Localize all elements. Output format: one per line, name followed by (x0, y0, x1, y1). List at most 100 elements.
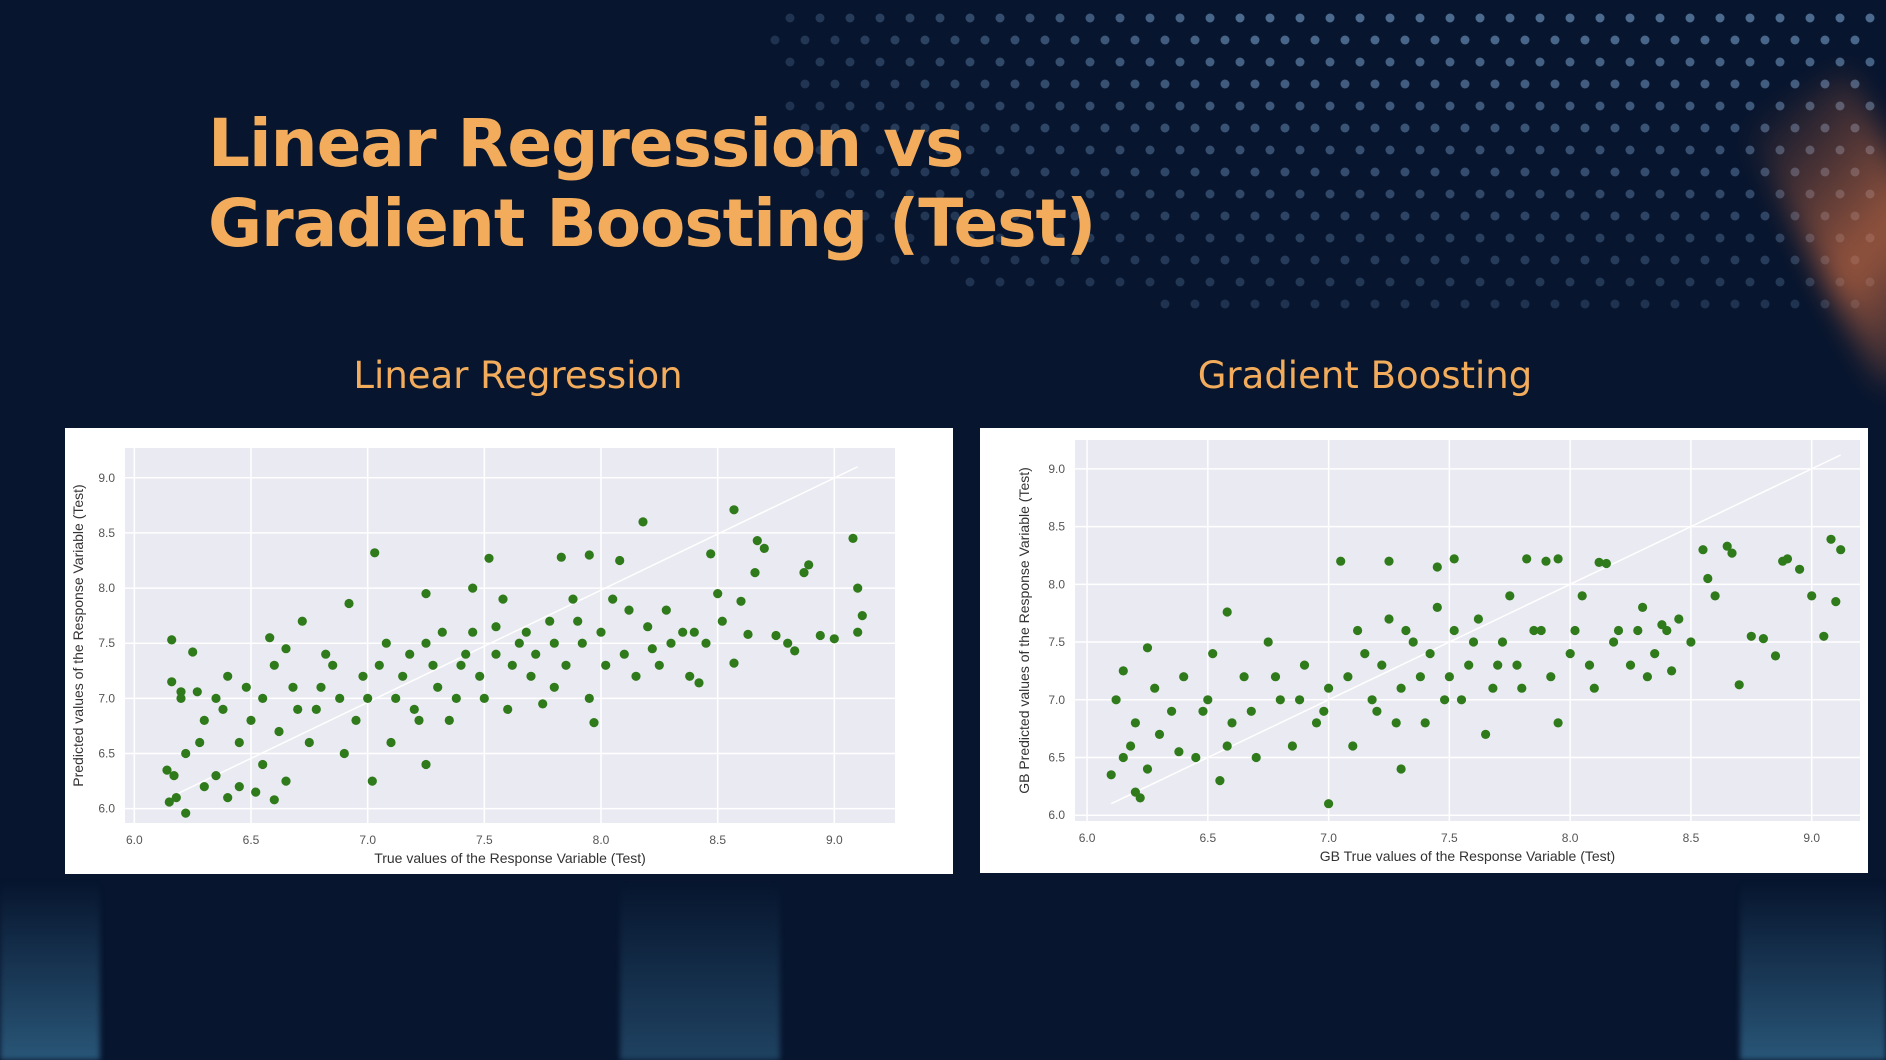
data-point (321, 649, 331, 659)
background-dot (1280, 35, 1290, 45)
background-dot (770, 35, 780, 45)
background-dot (1715, 233, 1725, 243)
data-point (1396, 764, 1406, 774)
background-dot (1460, 211, 1470, 221)
data-point (514, 638, 524, 648)
background-dot (1745, 277, 1755, 287)
data-point (269, 660, 279, 670)
data-point (1324, 799, 1334, 809)
data-point (195, 737, 205, 748)
linear-regression-scatter-plot: 6.0 6.5 7.0 7.5 8.0 8.5 9.0 6.0 6.5 7.0 7.5 8.0 8.5 9… (70, 448, 895, 866)
data-point (199, 715, 209, 725)
background-dot (1475, 13, 1485, 23)
data-point (857, 611, 867, 621)
background-dot (1685, 57, 1695, 67)
background-dot (1715, 13, 1725, 23)
background-dot (1340, 79, 1350, 89)
background-dot (1520, 35, 1530, 45)
x-axis-label: True values of the Response Variable (Te… (374, 850, 646, 866)
background-dot (1430, 299, 1440, 309)
y-tick-label: 7.0 (1048, 693, 1065, 707)
y-tick-label: 8.5 (1048, 520, 1065, 534)
data-point (218, 704, 228, 714)
data-point (1686, 637, 1696, 647)
background-dot (1085, 277, 1095, 287)
background-dot (905, 57, 915, 67)
background-dot (1370, 35, 1380, 45)
background-dot (1355, 277, 1365, 287)
data-point (1420, 718, 1430, 728)
data-point (181, 748, 191, 759)
background-dot (1790, 79, 1800, 89)
background-dot (1385, 57, 1395, 67)
background-dot (1685, 13, 1695, 23)
data-point (706, 549, 716, 559)
data-point (799, 568, 809, 578)
data-point (1191, 752, 1201, 763)
data-point (1239, 672, 1249, 682)
data-point (234, 737, 244, 748)
background-dot (1865, 57, 1875, 67)
data-point (1546, 672, 1556, 682)
background-dot (1580, 255, 1590, 265)
data-point (1642, 672, 1652, 682)
background-dot (1670, 299, 1680, 309)
data-point (1275, 695, 1285, 705)
background-dot (1460, 123, 1470, 133)
data-point (643, 622, 653, 632)
background-dot (1265, 13, 1275, 23)
data-point (1601, 558, 1611, 569)
data-point (1353, 625, 1363, 636)
background-dot (905, 145, 915, 155)
background-dot (1190, 167, 1200, 177)
background-dot (1730, 211, 1740, 221)
background-dot (1205, 233, 1215, 243)
y-tick-label: 7.0 (98, 691, 115, 705)
background-dot (1790, 299, 1800, 309)
background-dot (1595, 57, 1605, 67)
data-point (293, 704, 303, 714)
background-dot (1175, 13, 1185, 23)
data-point (1319, 706, 1329, 716)
background-dot (1715, 57, 1725, 67)
background-dot (1505, 13, 1515, 23)
background-dot (935, 101, 945, 111)
data-point (601, 660, 611, 670)
data-point (1251, 752, 1261, 763)
data-point (437, 627, 447, 637)
data-point (1425, 649, 1435, 659)
data-point (498, 594, 508, 604)
data-point (1493, 660, 1503, 670)
background-dot (965, 277, 975, 287)
background-dot (1190, 123, 1200, 133)
background-dot (1070, 255, 1080, 265)
background-dot (1445, 277, 1455, 287)
data-point (1311, 718, 1322, 728)
data-point (1633, 625, 1643, 636)
background-dot (1745, 57, 1755, 67)
data-point (162, 765, 172, 775)
background-dot (1250, 123, 1260, 133)
background-dot (1040, 79, 1050, 89)
data-point (344, 598, 354, 609)
background-dot (1640, 79, 1650, 89)
background-dot (1175, 189, 1185, 199)
background-dot (935, 145, 945, 155)
data-point (848, 533, 858, 543)
background-dot (1175, 277, 1185, 287)
data-point (311, 704, 321, 714)
background-dot (1340, 123, 1350, 133)
background-dot (1250, 211, 1260, 221)
background-dot (1385, 233, 1395, 243)
background-dot (1775, 233, 1785, 243)
background-dot (1760, 79, 1770, 89)
background-dot (1400, 211, 1410, 221)
background-dot (1235, 57, 1245, 67)
background-dot (995, 189, 1005, 199)
data-point (1727, 548, 1737, 558)
data-point (561, 660, 571, 670)
background-dot (1160, 35, 1170, 45)
background-dot (1595, 145, 1605, 155)
background-dot (935, 189, 945, 199)
linear-regression-chart-card: 6.0 6.5 7.0 7.5 8.0 8.5 9.0 6.0 6.5 7.0 7.5 8.0 8.5 9… (65, 428, 953, 874)
